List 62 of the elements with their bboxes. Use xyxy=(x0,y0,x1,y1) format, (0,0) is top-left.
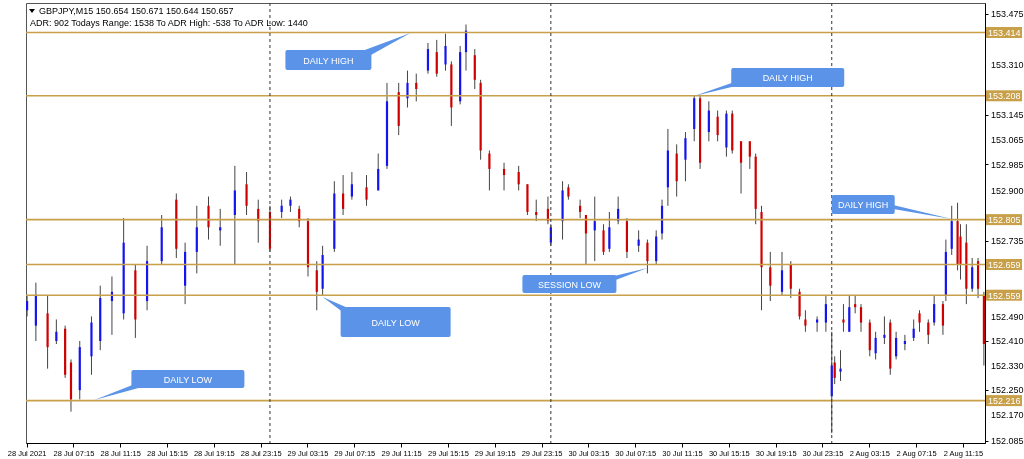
candlestick xyxy=(833,355,836,385)
y-tick-label: 153.475 xyxy=(991,8,1024,19)
annotation: DAILY LOW xyxy=(371,317,421,328)
y-tick-label: 152.900 xyxy=(991,185,1024,196)
chart-title: GBPJPY,M15 150.654 150.671 150.644 150.657 xyxy=(39,6,234,16)
candlestick xyxy=(488,149,491,191)
candlestick xyxy=(971,257,974,293)
candlestick xyxy=(739,140,743,194)
candlestick xyxy=(824,294,827,333)
candlestick xyxy=(941,300,945,336)
candlestick xyxy=(933,294,936,327)
y-tick-label: 152.985 xyxy=(991,159,1024,170)
candlestick xyxy=(780,251,784,296)
candlestick xyxy=(55,318,58,345)
y-tick-label: 152.170 xyxy=(991,409,1024,420)
candlestick xyxy=(26,294,29,317)
y-tick-label: 152.085 xyxy=(991,436,1024,447)
candlestick xyxy=(444,33,447,72)
candlestick xyxy=(426,42,430,75)
annotation: SESSION LOW xyxy=(537,279,602,290)
candlestick xyxy=(280,199,283,219)
candlestick xyxy=(415,73,418,102)
annotation: DAILY LOW xyxy=(163,374,213,385)
candlestick xyxy=(859,303,863,333)
y-tick-label: 152.490 xyxy=(991,311,1024,322)
candlestick xyxy=(593,196,596,262)
candlestick xyxy=(769,251,772,302)
candlestick xyxy=(207,196,210,241)
candlestick xyxy=(365,174,368,207)
candlestick xyxy=(315,260,318,311)
candlestick xyxy=(912,318,915,342)
candlestick xyxy=(646,239,649,274)
y-tick-label: 153.145 xyxy=(991,110,1024,121)
candlestick xyxy=(684,131,687,182)
candlestick xyxy=(716,110,719,142)
candlestick xyxy=(245,171,248,216)
candlestick xyxy=(579,199,582,219)
candlestick xyxy=(816,315,819,333)
y-tick-label: 152.410 xyxy=(991,336,1024,347)
y-tick-label: 153.310 xyxy=(991,59,1024,70)
candlestick xyxy=(804,309,807,333)
annotation: DAILY HIGH xyxy=(303,55,354,66)
y-tick-label: 152.735 xyxy=(991,236,1024,247)
candlestick xyxy=(435,39,438,78)
y-tick-label: 153.065 xyxy=(991,134,1024,145)
annotation: DAILY HIGH xyxy=(762,73,813,83)
candlestick xyxy=(918,309,921,333)
candlestick xyxy=(842,303,845,333)
candlestick xyxy=(608,211,611,253)
candlestick xyxy=(350,171,353,201)
candlestick xyxy=(502,162,506,191)
y-tick-label: 152.250 xyxy=(991,385,1024,396)
candlestick xyxy=(637,229,640,253)
text: ADR: 902 Todays Range: 1538 To ADR High: -538 To ADR Low: 1440 xyxy=(30,18,308,28)
y-tick-label: 152.330 xyxy=(991,360,1024,371)
candlestick xyxy=(895,331,898,360)
annotation: DAILY HIGH xyxy=(838,200,889,210)
candlestick xyxy=(883,315,886,345)
candlestick xyxy=(406,70,409,108)
candlestick xyxy=(602,223,605,256)
candlestick xyxy=(839,349,842,382)
candlestick xyxy=(748,140,751,170)
